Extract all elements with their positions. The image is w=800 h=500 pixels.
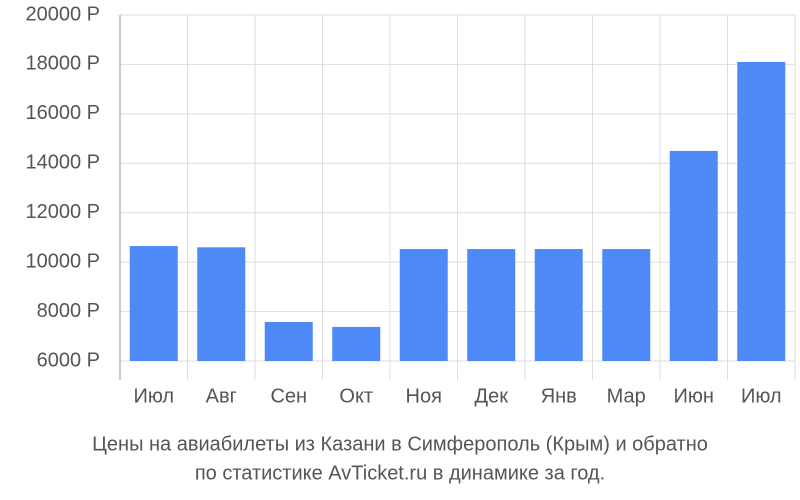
bar xyxy=(129,246,178,361)
x-tick-label: Окт xyxy=(339,385,373,407)
bar xyxy=(332,326,381,361)
bar xyxy=(669,150,718,361)
y-tick-label: 18000 Р xyxy=(25,53,100,75)
x-tick-label: Авг xyxy=(206,385,237,407)
bar xyxy=(264,321,313,361)
chart-title: по статистике AvTicket.ru в динамике за … xyxy=(195,462,605,484)
x-tick-label: Июл xyxy=(741,385,782,407)
y-tick-label: 10000 Р xyxy=(25,250,100,272)
x-tick-label: Янв xyxy=(541,385,577,407)
bar xyxy=(467,249,516,361)
x-tick-label: Июл xyxy=(133,385,174,407)
bar xyxy=(197,247,246,361)
bar xyxy=(602,249,651,361)
bar xyxy=(399,249,448,361)
y-tick-label: 16000 Р xyxy=(25,102,100,124)
y-tick-label: 14000 Р xyxy=(25,152,100,174)
y-tick-label: 8000 Р xyxy=(37,300,100,322)
bar xyxy=(534,249,583,361)
x-tick-label: Ноя xyxy=(406,385,442,407)
chart-title: Цены на авиабилеты из Казани в Симферопо… xyxy=(92,433,708,455)
x-tick-label: Сен xyxy=(270,385,307,407)
x-tick-label: Дек xyxy=(475,385,509,407)
x-tick-label: Июн xyxy=(674,385,714,407)
y-tick-label: 6000 Р xyxy=(37,349,100,371)
bar xyxy=(737,61,786,361)
x-tick-label: Мар xyxy=(607,385,646,407)
y-tick-label: 12000 Р xyxy=(25,201,100,223)
y-tick-label: 20000 Р xyxy=(25,3,100,25)
